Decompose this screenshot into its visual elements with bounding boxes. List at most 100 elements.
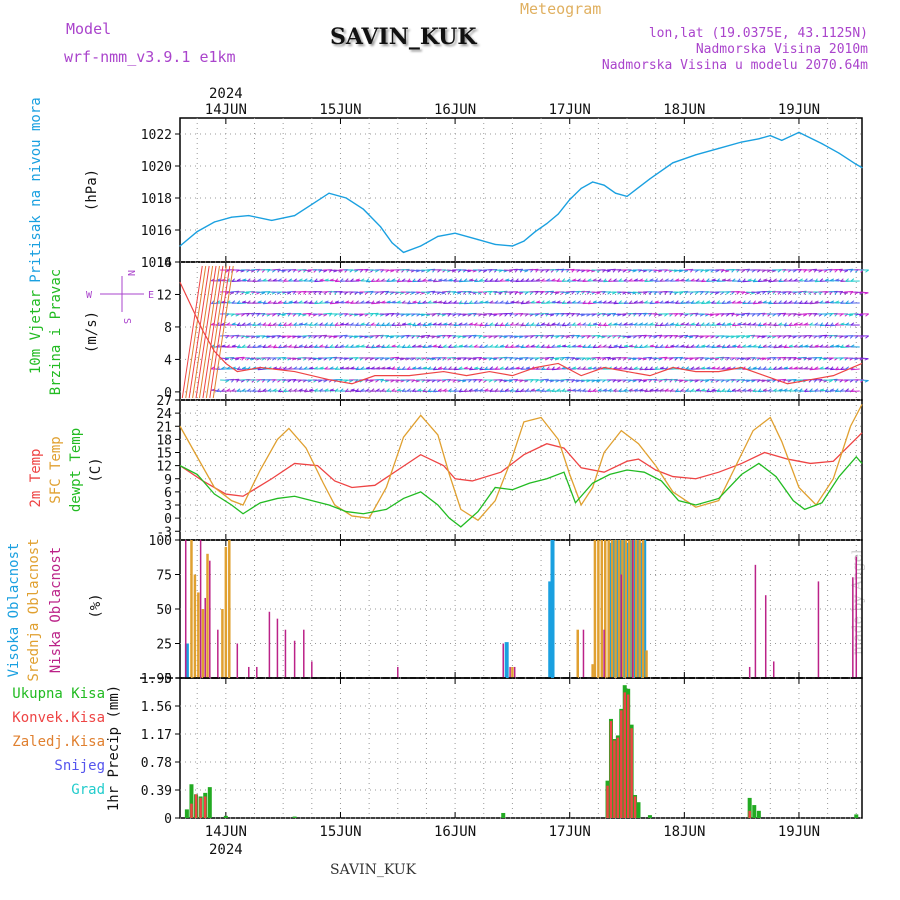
wind-arrow-head [864,380,869,383]
wind-arrow-head [580,380,585,383]
station-title: SAVIN_KUK [330,24,477,50]
wind-arrow-head [335,300,340,303]
pressure-point [614,192,617,194]
wind-arrow-head [448,300,452,304]
wind-arrow-head [360,366,365,370]
wind-arrow-head [618,344,622,349]
temp-dewpt-line [179,455,863,528]
wind-arrow-head [468,388,473,392]
wind-arrow-head [437,322,442,326]
wind-arrow-head [410,291,415,295]
cloud-mid-bar [624,540,628,678]
wind-arrow-head [735,335,740,339]
wind-arrow-head [587,300,591,305]
wind-arrow-head [716,278,720,282]
wind-arrow-head [509,344,514,348]
wind-arrow-head [509,291,514,295]
wind-arrow [653,269,663,272]
wind-arrow-head [400,335,405,339]
wind-arrow-head [432,322,437,326]
wind-arrow [379,290,389,293]
wind-arrow-head [283,388,287,392]
wind-arrow-head [577,322,582,326]
wind-arrow-head [778,278,782,282]
wind-arrow-head [257,278,262,282]
wind-arrow-head [463,300,468,305]
wind-arrow-head [613,278,617,282]
wind-arrow-head [293,388,298,392]
wind-arrow-head [236,366,241,371]
wind-arrow-head [762,322,767,326]
cloud-mid-bar [614,540,617,678]
wind-speed-line [179,282,863,385]
wind-arrow-head [426,379,431,383]
wind-arrow [464,367,473,370]
wind-arrow-head [597,300,602,303]
wind-arrow-head [288,366,293,370]
model-elevation-label: Nadmorska Visina u modelu 2070.64m [601,58,868,73]
wind-arrow-head [488,335,493,339]
wind-arrow-head [350,388,355,391]
wind-arrow [859,357,869,360]
wind-arrow-head [560,380,565,383]
pressure-point [603,184,605,186]
wind-arrow-head [534,357,539,361]
wind-arrow-head [448,388,452,392]
wind-arrow-head [494,322,499,326]
wind-arrow-head [252,278,256,282]
wind-arrow-head [736,344,741,348]
wind-arrow-head [587,388,591,392]
wind-arrow-head [659,388,664,392]
wind-arrow [514,291,523,294]
wind-arrow [519,269,529,272]
wind-arrow-head [701,300,705,304]
wind-arrow [673,356,683,359]
wind-arrow [818,334,828,337]
wind-arrow [539,312,549,315]
wind-arrow-head [809,388,813,392]
wind-arrow-head [520,300,524,305]
wind-arrow-head [793,322,798,326]
wind-arrow-head [458,388,462,393]
wind-arrow-head [417,278,421,282]
cloud-mid-bar [201,609,205,678]
precip-total-bar [501,812,506,818]
cloud-low-bar [276,618,279,678]
wind-arrow-head [525,322,530,326]
wind-arrow-head [458,278,462,283]
wind-arrow [330,302,339,305]
wind-arrow-head [241,388,246,392]
wind-arrow-head [273,366,278,369]
compass-e: E [148,290,154,301]
wind-arrow [648,378,657,381]
wind-arrow-head [634,388,639,391]
cloud-low-bar [236,643,239,678]
wind-arrow-head [288,278,293,282]
y-tick-label: 1016 [141,224,172,239]
y-tick-label: 4 [164,353,172,368]
wind-arrow-head [695,300,700,304]
wind-arrow [371,302,381,305]
temp-side-label-dewpt: dewpt Temp [68,428,84,512]
wind-arrow-head [266,336,271,339]
wind-arrow [673,269,683,272]
wind-arrow-head [556,344,562,347]
wind-arrow-head [453,388,457,392]
wind-arrow [617,313,627,316]
wind-arrow-head [318,379,323,383]
wind-arrow-head [804,388,808,392]
wind-arrow-head [757,322,762,327]
wind-arrow [679,269,689,272]
wind-arrow [251,335,260,338]
wind-arrow-head [479,300,484,303]
wind-arrow [555,268,565,271]
precip-total-bar [647,815,652,818]
wind-arrow [467,334,477,337]
wind-arrow-head [742,278,746,283]
cloud-low-bar [754,564,757,678]
wind-arrow-head [508,270,513,273]
wind-arrow-head [308,322,313,326]
wind-arrow-fan [212,265,234,399]
pressure-point [557,213,559,215]
wind-arrow-head [410,357,415,361]
